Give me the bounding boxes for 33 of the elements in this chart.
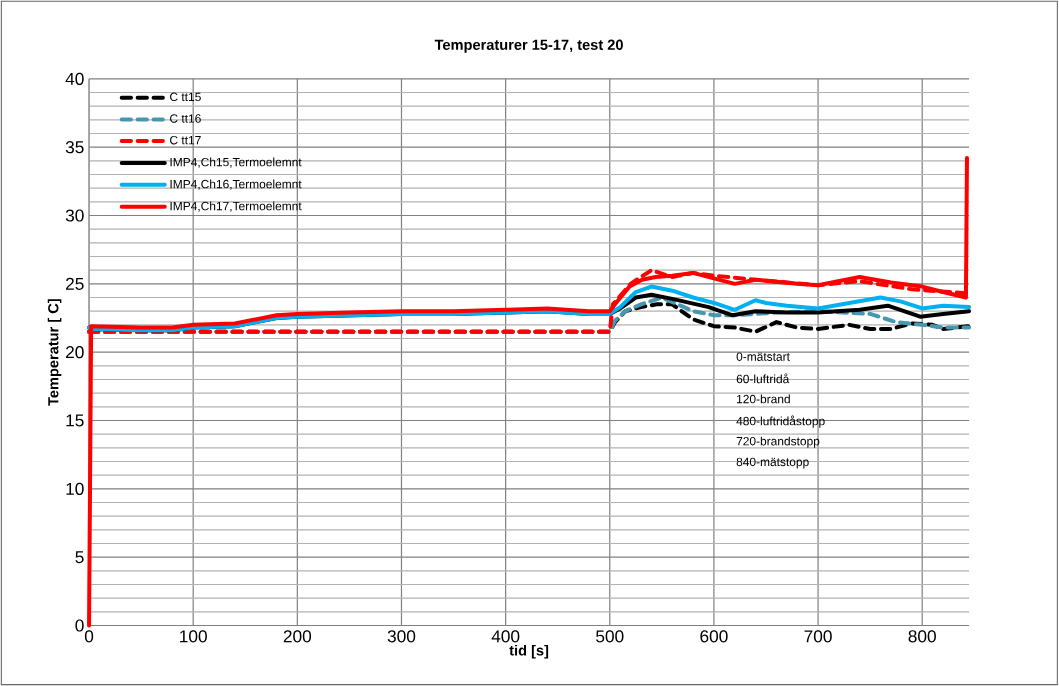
legend-label: IMP4,Ch15,Termoelemnt [170,157,302,168]
x-tick-label: 700 [804,630,832,643]
legend-label: IMP4,Ch16,Termoelemnt [170,179,302,190]
x-tick-label: 0 [84,630,94,643]
annotation: 720-brandstopp [736,436,820,448]
x-tick-label: 800 [908,630,936,643]
x-tick-label: 600 [700,630,728,643]
y-tick-label: 25 [66,277,84,290]
x-tick-label: 100 [180,630,207,643]
y-tick-label: 10 [66,482,84,495]
y-tick-label: 15 [66,414,84,427]
y-tick-label: 30 [65,209,84,222]
annotation: 0-mätstart [736,352,790,361]
legend-label: C tt15 [170,92,201,102]
chart-title: Temperaturer 15-17, test 20 [434,39,623,53]
y-tick-label: 20 [66,346,84,359]
x-tick-label: 200 [283,630,312,643]
legend-label: IMP4,Ch17,Termoelemnt [170,201,302,212]
legend-label: C tt17 [170,135,201,145]
x-tick-label: 500 [596,630,624,643]
x-tick-label: 400 [491,630,520,643]
x-tick-label: 300 [387,630,416,643]
y-tick-label: 0 [75,619,84,632]
annotation: 60-luftridå [736,373,790,384]
y-tick-label: 35 [65,141,84,154]
y-tick-label: 40 [65,72,84,85]
y-axis-title: Temperatur [ C] [47,299,62,406]
annotation: 480-luftridåstopp [736,415,825,428]
y-tick-label: 5 [75,551,84,564]
x-axis-title: tid [s] [509,644,549,659]
annotation: 120-brand [737,394,790,404]
annotation: 840-mätstopp [736,457,809,469]
legend-label: C tt16 [170,114,201,123]
